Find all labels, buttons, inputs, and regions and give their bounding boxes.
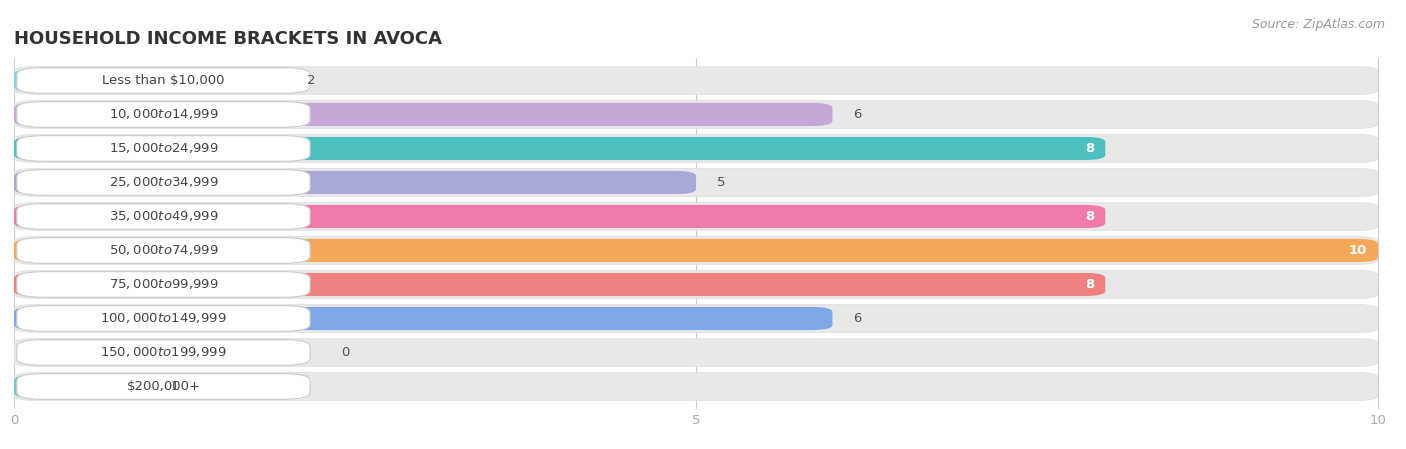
Text: 1: 1 — [172, 380, 180, 393]
FancyBboxPatch shape — [17, 68, 311, 93]
FancyBboxPatch shape — [14, 137, 1105, 160]
Text: 2: 2 — [308, 74, 316, 87]
Text: Less than $10,000: Less than $10,000 — [103, 74, 225, 87]
Text: 6: 6 — [853, 312, 862, 325]
Text: 8: 8 — [1085, 210, 1094, 223]
FancyBboxPatch shape — [14, 202, 1378, 230]
FancyBboxPatch shape — [17, 170, 311, 195]
FancyBboxPatch shape — [17, 238, 311, 263]
FancyBboxPatch shape — [14, 304, 1378, 332]
Text: 0: 0 — [342, 346, 350, 359]
FancyBboxPatch shape — [17, 306, 311, 331]
FancyBboxPatch shape — [17, 339, 311, 365]
Text: HOUSEHOLD INCOME BRACKETS IN AVOCA: HOUSEHOLD INCOME BRACKETS IN AVOCA — [14, 31, 441, 48]
FancyBboxPatch shape — [17, 374, 311, 399]
Text: $25,000 to $34,999: $25,000 to $34,999 — [108, 176, 218, 189]
FancyBboxPatch shape — [14, 135, 1378, 163]
FancyBboxPatch shape — [17, 101, 311, 128]
Text: 5: 5 — [717, 176, 725, 189]
FancyBboxPatch shape — [14, 168, 1378, 196]
FancyBboxPatch shape — [14, 239, 1378, 262]
FancyBboxPatch shape — [14, 69, 287, 92]
FancyBboxPatch shape — [17, 136, 311, 161]
FancyBboxPatch shape — [14, 101, 1378, 128]
Text: $35,000 to $49,999: $35,000 to $49,999 — [108, 210, 218, 224]
Text: Source: ZipAtlas.com: Source: ZipAtlas.com — [1251, 18, 1385, 31]
FancyBboxPatch shape — [14, 375, 150, 398]
Text: 6: 6 — [853, 108, 862, 121]
FancyBboxPatch shape — [14, 271, 1378, 299]
FancyBboxPatch shape — [14, 307, 832, 330]
FancyBboxPatch shape — [14, 373, 1378, 401]
FancyBboxPatch shape — [17, 204, 311, 229]
Text: $200,000+: $200,000+ — [127, 380, 201, 393]
FancyBboxPatch shape — [17, 272, 311, 297]
Text: 8: 8 — [1085, 278, 1094, 291]
Text: 8: 8 — [1085, 142, 1094, 155]
Text: $100,000 to $149,999: $100,000 to $149,999 — [100, 312, 226, 326]
FancyBboxPatch shape — [14, 237, 1378, 264]
Text: $150,000 to $199,999: $150,000 to $199,999 — [100, 345, 226, 360]
Text: $75,000 to $99,999: $75,000 to $99,999 — [108, 277, 218, 291]
FancyBboxPatch shape — [14, 205, 1105, 228]
FancyBboxPatch shape — [14, 171, 696, 194]
FancyBboxPatch shape — [14, 339, 1378, 366]
Text: $15,000 to $24,999: $15,000 to $24,999 — [108, 141, 218, 155]
Text: $50,000 to $74,999: $50,000 to $74,999 — [108, 243, 218, 257]
Text: $10,000 to $14,999: $10,000 to $14,999 — [108, 107, 218, 122]
Text: 10: 10 — [1348, 244, 1367, 257]
FancyBboxPatch shape — [14, 66, 1378, 94]
FancyBboxPatch shape — [14, 273, 1105, 296]
FancyBboxPatch shape — [14, 103, 832, 126]
